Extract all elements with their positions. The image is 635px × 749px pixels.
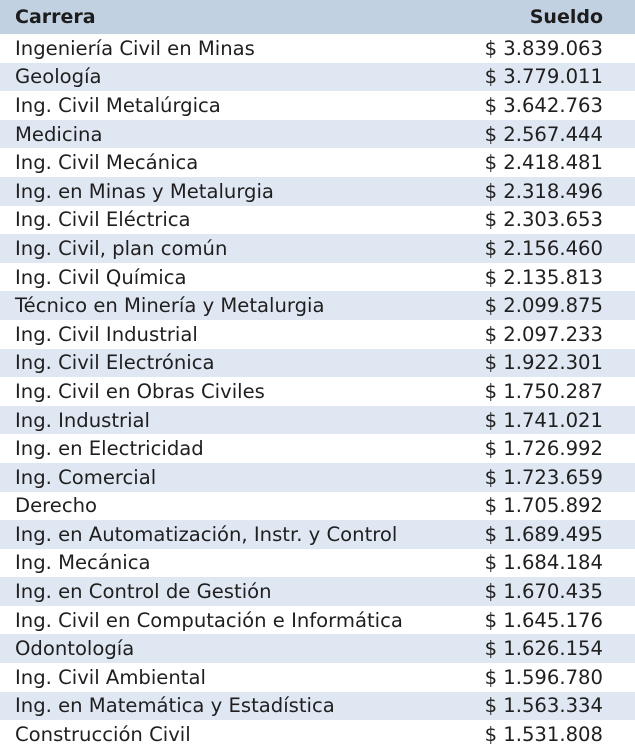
- career-column-header: Carrera: [15, 6, 96, 28]
- career-cell: Ing. Civil Ambiental: [15, 665, 206, 689]
- career-cell: Ing. Civil Química: [15, 265, 187, 289]
- salary-cell: $ 1.645.176: [484, 608, 603, 632]
- salary-cell: $ 2.418.481: [484, 151, 603, 175]
- career-cell: Ing. en Minas y Metalurgia: [15, 179, 274, 203]
- salary-cell: $ 1.670.435: [484, 580, 603, 604]
- salary-cell: $ 2.303.653: [484, 208, 603, 232]
- career-cell: Ing. en Electricidad: [15, 437, 204, 461]
- salary-cell: $ 1.723.659: [484, 465, 603, 489]
- career-cell: Ingeniería Civil en Minas: [15, 36, 255, 60]
- career-cell: Ing. en Matemática y Estadística: [15, 694, 335, 718]
- career-cell: Ing. Industrial: [15, 408, 150, 432]
- table-row: Ing. Civil en Obras Civiles $ 1.750.287: [0, 377, 635, 406]
- salary-cell: $ 1.726.992: [484, 437, 603, 461]
- career-cell: Ing. en Control de Gestión: [15, 580, 272, 604]
- table-row: Geología $ 3.779.011: [0, 62, 635, 92]
- table-row: Ing. Civil en Computación e Informática …: [0, 605, 635, 635]
- salary-cell: $ 1.922.301: [484, 351, 603, 375]
- salary-cell: $ 1.684.184: [484, 551, 603, 575]
- table-row: Ing. Civil, plan común $ 2.156.460: [0, 234, 635, 263]
- salary-cell: $ 1.626.154: [484, 637, 603, 661]
- salary-cell: $ 1.689.495: [484, 522, 603, 546]
- career-cell: Técnico en Minería y Metalurgia: [15, 294, 325, 318]
- career-cell: Ing. Civil Metalúrgica: [15, 93, 221, 117]
- salary-cell: $ 3.642.763: [484, 93, 603, 117]
- salary-column-header: Sueldo: [529, 6, 603, 28]
- salary-cell: $ 2.135.813: [484, 265, 603, 289]
- table-row: Derecho $ 1.705.892: [0, 491, 635, 521]
- salary-cell: $ 1.705.892: [484, 494, 603, 518]
- table-row: Ing. Civil Electrónica $ 1.922.301: [0, 348, 635, 378]
- salary-cell: $ 1.563.334: [484, 694, 603, 718]
- salary-cell: $ 1.750.287: [484, 379, 603, 403]
- career-cell: Ing. en Automatización, Instr. y Control: [15, 522, 398, 546]
- salary-cell: $ 3.779.011: [484, 65, 603, 89]
- career-cell: Ing. Civil Electrónica: [15, 351, 215, 375]
- table-row: Ing. Civil Industrial $ 2.097.233: [0, 319, 635, 349]
- salary-cell: $ 1.596.780: [484, 665, 603, 689]
- salary-cell: $ 1.531.808: [484, 723, 603, 747]
- table-row: Construcción Civil $ 1.531.808: [0, 720, 635, 749]
- salary-cell: $ 3.839.063: [484, 36, 603, 60]
- career-cell: Ing. Civil en Obras Civiles: [15, 379, 265, 403]
- table-row: Ing. Civil Eléctrica $ 2.303.653: [0, 205, 635, 235]
- salary-cell: $ 2.156.460: [484, 236, 603, 260]
- career-cell: Ing. Civil, plan común: [15, 236, 228, 260]
- salary-cell: $ 2.567.444: [484, 122, 603, 146]
- table-header: Carrera Sueldo: [0, 0, 635, 34]
- table-row: Ing. Civil Ambiental $ 1.596.780: [0, 663, 635, 692]
- salary-cell: $ 2.097.233: [484, 322, 603, 346]
- career-cell: Medicina: [15, 122, 103, 146]
- table-row: Ing. Comercial $ 1.723.659: [0, 462, 635, 492]
- table-row: Ing. en Control de Gestión $ 1.670.435: [0, 577, 635, 606]
- table-row: Ing. Industrial $ 1.741.021: [0, 405, 635, 435]
- salary-cell: $ 2.318.496: [484, 179, 603, 203]
- table-row: Ing. Mecánica $ 1.684.184: [0, 548, 635, 578]
- table-row: Odontología $ 1.626.154: [0, 634, 635, 664]
- table-body: Ingeniería Civil en Minas $ 3.839.063 Ge…: [0, 34, 635, 749]
- table-row: Ing. en Automatización, Instr. y Control…: [0, 520, 635, 549]
- career-cell: Ing. Mecánica: [15, 551, 151, 575]
- career-cell: Ing. Civil Eléctrica: [15, 208, 191, 232]
- career-cell: Ing. Civil Industrial: [15, 322, 198, 346]
- salary-cell: $ 1.741.021: [484, 408, 603, 432]
- career-cell: Construcción Civil: [15, 723, 191, 747]
- career-cell: Odontología: [15, 637, 135, 661]
- career-cell: Ing. Civil Mecánica: [15, 151, 199, 175]
- table-row: Ing. en Matemática y Estadística $ 1.563…: [0, 691, 635, 721]
- table-row: Técnico en Minería y Metalurgia $ 2.099.…: [0, 291, 635, 320]
- career-cell: Ing. Civil en Computación e Informática: [15, 608, 403, 632]
- table-row: Ing. en Electricidad $ 1.726.992: [0, 434, 635, 463]
- table-row: Ing. Civil Metalúrgica $ 3.642.763: [0, 91, 635, 120]
- table-row: Ingeniería Civil en Minas $ 3.839.063: [0, 34, 635, 63]
- salary-cell: $ 2.099.875: [484, 294, 603, 318]
- career-cell: Derecho: [15, 494, 98, 518]
- table-row: Medicina $ 2.567.444: [0, 119, 635, 149]
- table-row: Ing. Civil Química $ 2.135.813: [0, 262, 635, 292]
- career-cell: Ing. Comercial: [15, 465, 157, 489]
- career-cell: Geología: [15, 65, 102, 89]
- table-row: Ing. Civil Mecánica $ 2.418.481: [0, 148, 635, 177]
- table-row: Ing. en Minas y Metalurgia $ 2.318.496: [0, 176, 635, 206]
